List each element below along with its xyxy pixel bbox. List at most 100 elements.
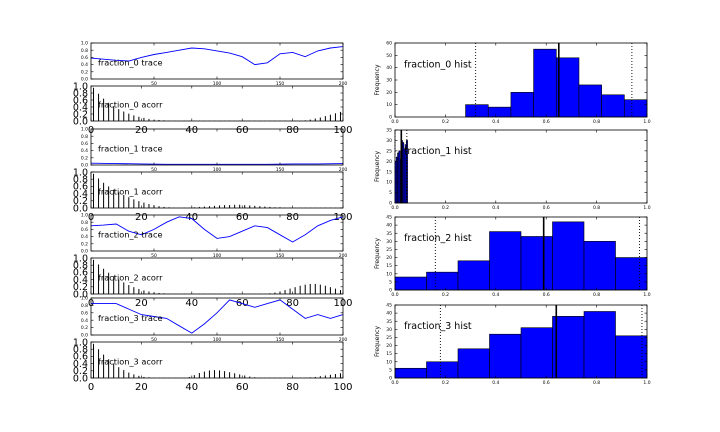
trace-3-series-line: [91, 299, 344, 334]
hist-1-ytick-label: 0: [389, 201, 392, 207]
hist-0-bar: [465, 104, 489, 118]
hist-0-ytick-label: 0: [389, 115, 392, 121]
hist-2-bar: [520, 236, 553, 291]
trace-0-ytick-label: 0.4: [81, 62, 88, 68]
hist-3-bar: [394, 367, 427, 379]
trace-3-ytick-label: 1.0: [81, 296, 88, 302]
acorr-0-xtick-label: 80: [286, 125, 299, 136]
acorr-1-ytick-label: 0.2: [73, 196, 88, 207]
hist-1-xtick-label: 1.0: [643, 205, 650, 211]
hist-0-bar: [533, 48, 557, 118]
trace-0-xtick-label: 200: [339, 81, 348, 87]
acorr-1-ytick-label: 0.8: [73, 175, 88, 186]
trace-0-title: fraction_0 trace: [98, 57, 163, 67]
trace-3-ytick-label: 0.4: [81, 318, 88, 324]
acorr-1-xtick-label: 60: [236, 212, 249, 223]
hist-2-axes: [394, 216, 648, 291]
acorr-3-xtick-label: 100: [333, 382, 352, 393]
acorr-3-ytick-label: 1.0: [73, 337, 88, 348]
trace-2-ytick-label: 0.4: [81, 234, 88, 240]
trace-1-xtick-label: 150: [276, 167, 285, 173]
acorr-2-ytick-label: 0.0: [73, 289, 88, 300]
hist-2-ytick-label: 35: [386, 231, 392, 237]
hist-2-bar: [552, 221, 585, 291]
acorr-2-ytick-label: 1.0: [73, 253, 88, 264]
hist-0-xtick-label: 0.6: [543, 119, 550, 125]
hist-2-ytick-label: 15: [386, 263, 392, 269]
trace-1-ytick-label: 1.0: [81, 127, 88, 133]
hist-2-xtick-label: 0.6: [543, 292, 550, 298]
acorr-3-xtick-label: 60: [236, 382, 249, 393]
acorr-3-xtick-label: 20: [135, 382, 148, 393]
hist-3-bar: [426, 361, 459, 379]
acorr-0-xtick-label: 60: [236, 125, 249, 136]
hist-0-ytick-label: 60: [386, 41, 392, 47]
trace-1-xtick-label: 200: [339, 167, 348, 173]
acorr-3-ytick-label: 0.0: [73, 373, 88, 384]
acorr-2-xtick-label: 20: [135, 298, 148, 309]
acorr-0-title: fraction_0 acorr: [98, 100, 163, 110]
trace-0-ytick-label: 0.6: [81, 55, 88, 61]
trace-1-xtick-label: 50: [151, 167, 157, 173]
hist-0-xtick-label: 0.4: [492, 119, 499, 125]
acorr-3-xtick-label: 40: [185, 382, 198, 393]
hist-3-ytick-label: 0: [389, 376, 392, 382]
acorr-0-xtick-label: 40: [185, 125, 198, 136]
acorr-0-ytick-label: 1.0: [73, 81, 88, 92]
hist-2-bar: [426, 271, 459, 291]
hist-2-bar: [489, 231, 522, 291]
acorr-3-xtick-label: 80: [286, 382, 299, 393]
hist-2-ytick-label: 30: [386, 239, 392, 245]
hist-2-bar: [583, 241, 616, 291]
hist-3-ytick-label: 10: [386, 359, 392, 365]
hist-2-xtick-label: 0.8: [593, 292, 600, 298]
hist-3-xtick-label: 0.4: [492, 380, 499, 386]
hist-1-ylabel: Frequency: [374, 151, 381, 182]
hist-3-bar: [583, 311, 616, 379]
acorr-0-ytick-label: 0.2: [73, 109, 88, 120]
hist-3-ylabel: Frequency: [374, 326, 381, 357]
acorr-3-axes: [90, 341, 344, 379]
hist-3-ytick-label: 25: [386, 335, 392, 341]
trace-3-xtick-label: 50: [151, 337, 157, 343]
hist-2-bar: [615, 257, 648, 291]
trace-2-ytick-label: 0.0: [81, 249, 88, 255]
acorr-1-ytick-label: 0.4: [73, 189, 88, 200]
hist-1-xtick-label: 0.6: [543, 205, 550, 211]
hist-0-ytick-label: 40: [386, 65, 392, 71]
trace-0-ytick-label: 0.8: [81, 48, 88, 54]
hist-3-xtick-label: 0.8: [593, 380, 600, 386]
trace-1-title: fraction_1 trace: [98, 143, 163, 153]
hist-0-bar: [601, 94, 625, 118]
trace-3-ytick-label: 0.8: [81, 303, 88, 309]
trace-0-xtick-label: 50: [151, 81, 157, 87]
acorr-1-ytick-label: 1.0: [73, 167, 88, 178]
hist-0-ytick-label: 50: [386, 53, 392, 59]
acorr-2-ytick-label: 0.2: [73, 282, 88, 293]
hist-0-bar: [624, 99, 648, 118]
trace-0-xtick-label: 100: [213, 81, 222, 87]
hist-3-ytick-label: 45: [386, 303, 392, 309]
hist-2-ytick-label: 5: [389, 279, 392, 285]
hist-1-ytick-label: 25: [386, 148, 392, 154]
hist-1-ytick-label: 30: [386, 138, 392, 144]
hist-0-xtick-label: 1.0: [643, 119, 650, 125]
hist-1-axes: [394, 129, 648, 204]
acorr-2-xtick-label: 80: [286, 298, 299, 309]
acorr-2-xtick-label: 40: [185, 298, 198, 309]
trace-0-ytick-label: 0.2: [81, 69, 88, 75]
trace-3-xtick-label: 200: [339, 337, 348, 343]
acorr-0-ytick-label: 0.0: [73, 116, 88, 127]
hist-1-ytick-label: 20: [386, 159, 392, 165]
hist-1-xtick-label: 0.2: [442, 205, 449, 211]
trace-0-ytick-label: 1.0: [81, 41, 88, 47]
acorr-0-ytick-label: 0.4: [73, 102, 88, 113]
acorr-1-title: fraction_1 acorr: [98, 186, 163, 196]
hist-1-ytick-label: 35: [386, 128, 392, 134]
trace-2-ytick-label: 0.2: [81, 241, 88, 247]
trace-3-ytick-label: 0.6: [81, 310, 88, 316]
hist-2-ylabel: Frequency: [374, 238, 381, 269]
hist-2-xtick-label: 1.0: [643, 292, 650, 298]
acorr-3-ytick-label: 0.6: [73, 352, 88, 363]
trace-3-ytick-label: 0.0: [81, 333, 88, 339]
